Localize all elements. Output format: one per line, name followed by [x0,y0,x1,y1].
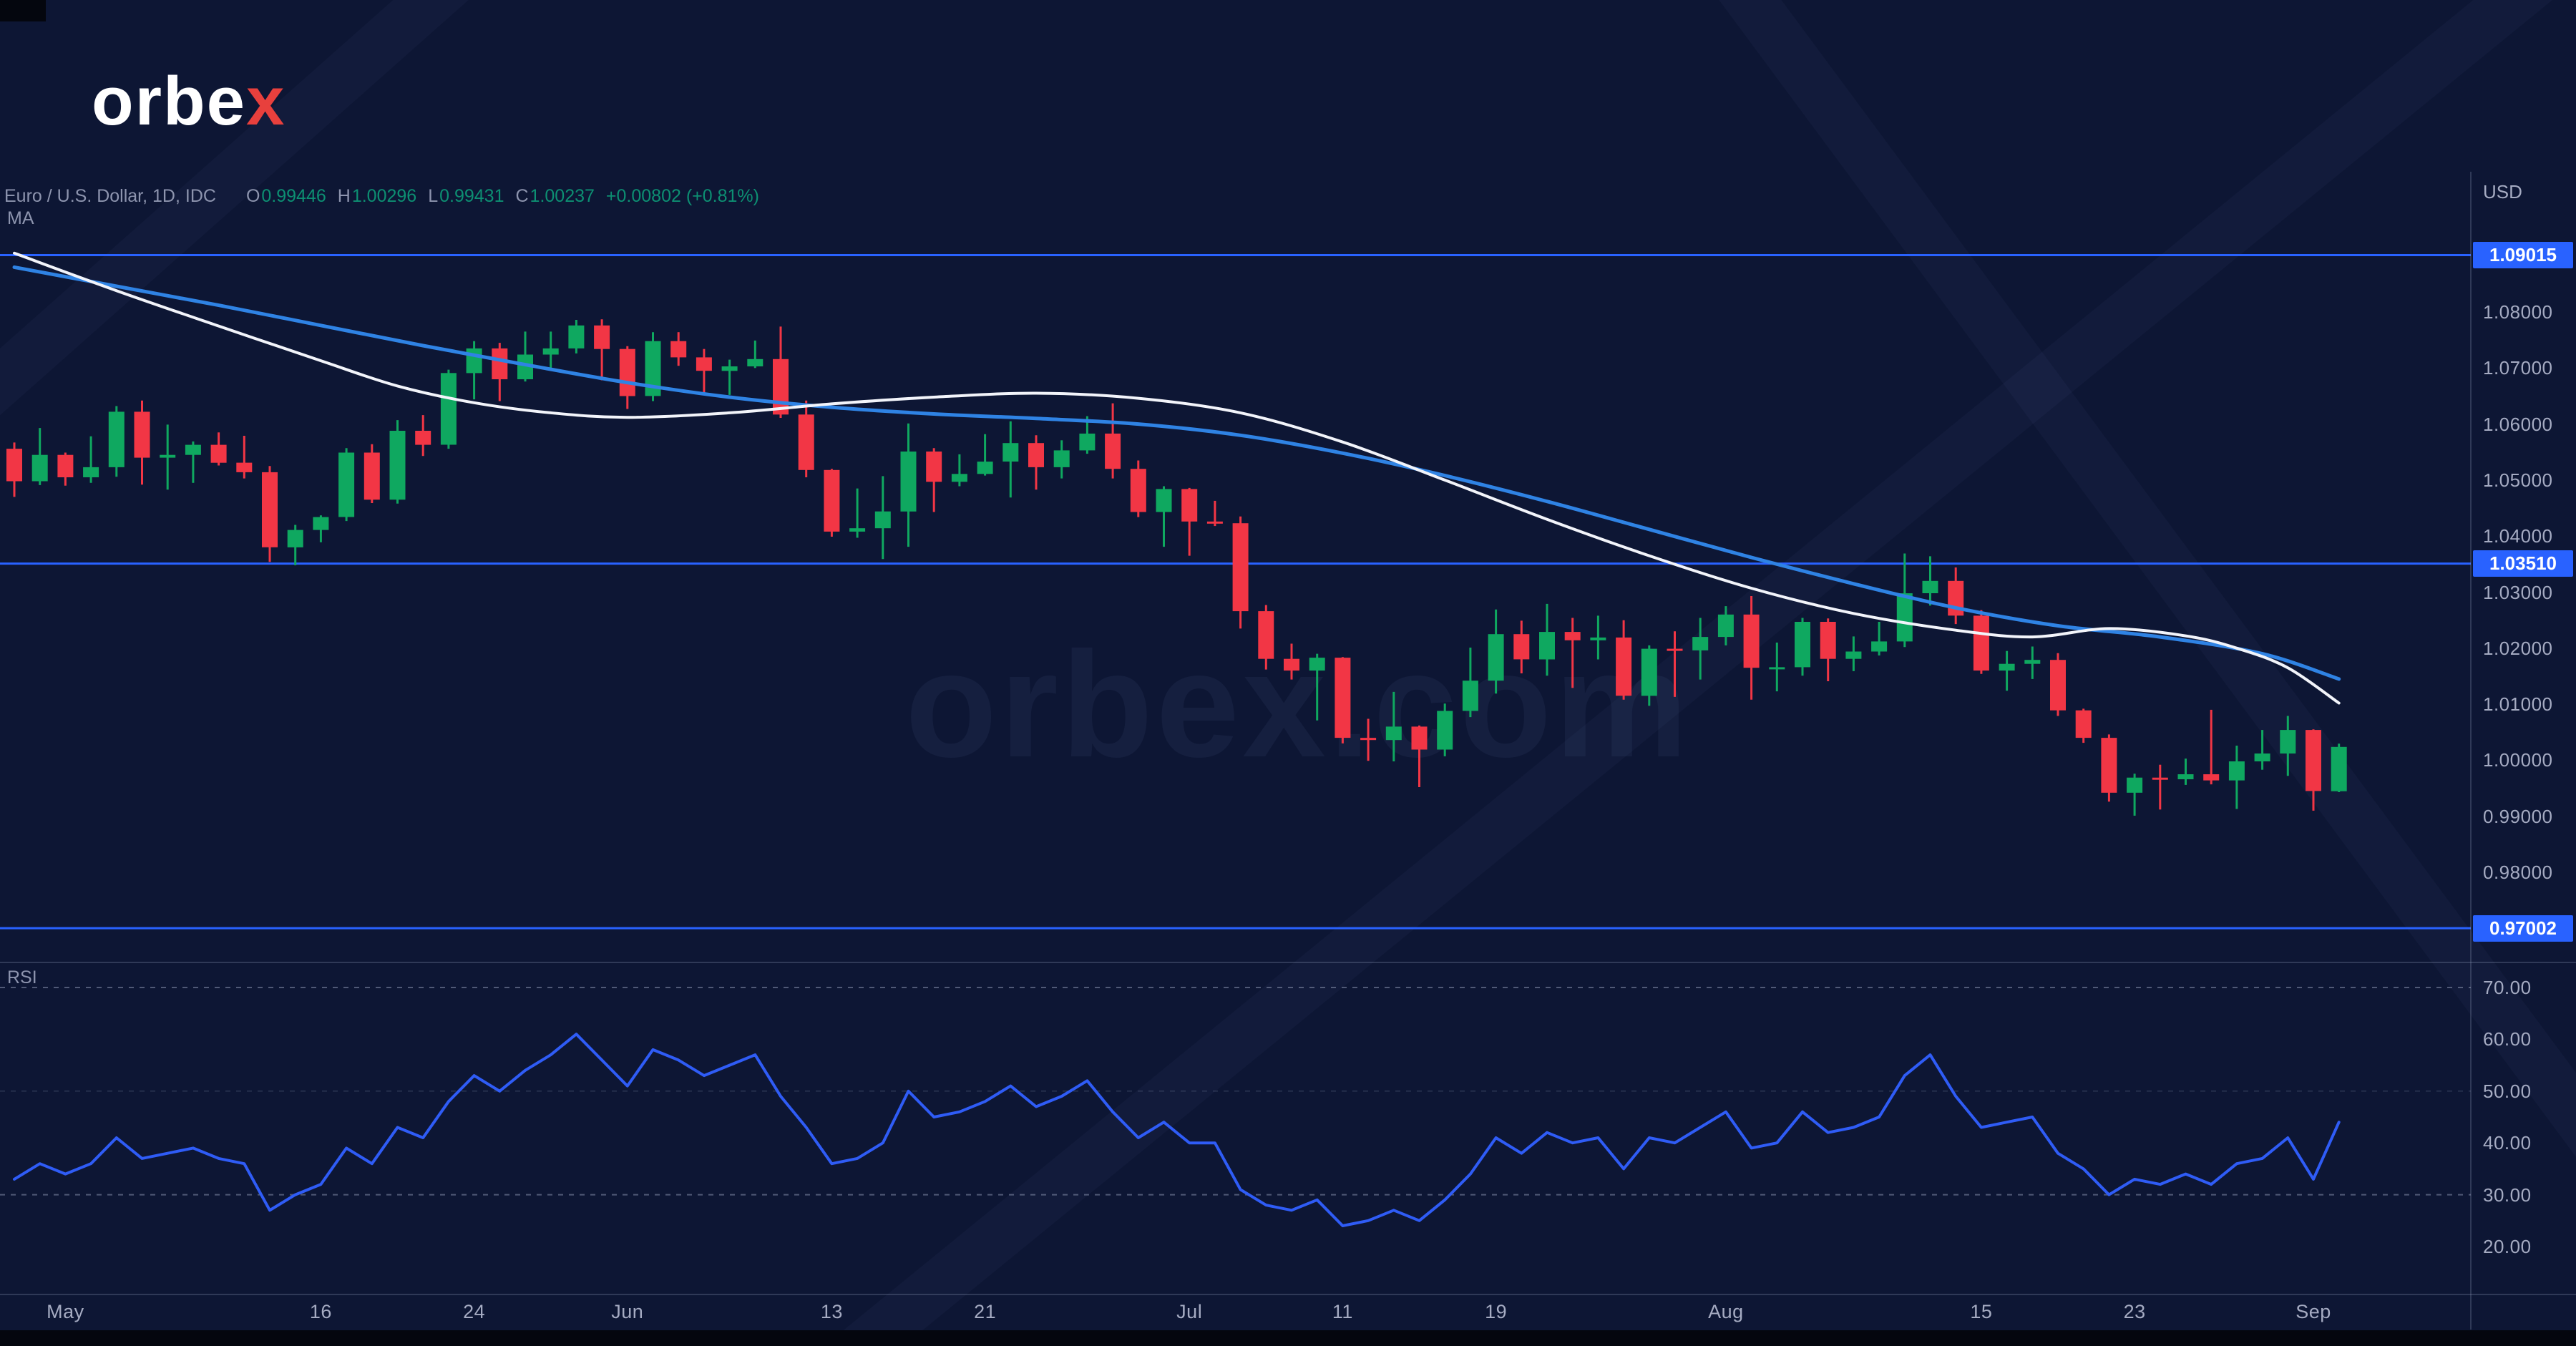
price-axis-currency: USD [2483,181,2522,203]
topleft-artifact [0,0,46,21]
level-price-label: 0.97002 [2473,915,2573,942]
orbex-logo: orbex [92,66,286,137]
time-axis-tick: 21 [974,1301,997,1322]
ohlc-label: O [245,186,260,206]
rsi-axis-tick: 50.00 [2483,1080,2532,1102]
time-axis-tick: 24 [463,1301,486,1322]
rsi-axis-tick: 70.00 [2483,977,2532,998]
time-axis-tick: 11 [1332,1301,1353,1322]
rsi-axis-tick: 20.00 [2483,1236,2532,1257]
time-axis-tick: Sep [2296,1301,2331,1322]
pane-separators [0,172,2576,1330]
logo-text-white: orbe [92,63,247,140]
time-axis-tick: Jul [1176,1301,1203,1322]
price-axis-tick: 1.03000 [2483,581,2553,603]
logo-text-x: x [246,63,286,140]
price-axis-tick: 0.99000 [2483,805,2553,827]
time-axis-tick: 19 [1485,1301,1508,1322]
time-axis-tick: Aug [1708,1301,1744,1322]
time-axis-tick: May [47,1301,84,1322]
price-axis-tick: 1.08000 [2483,301,2553,323]
bottom-bar [0,1330,2576,1346]
ohlc-value: 0.99431 [439,186,504,206]
change-value: +0.00802 (+0.81%) [605,186,759,206]
ohlc-label: C [515,186,529,206]
watermark: orbex.com [905,620,1691,789]
ma-blue-line [12,265,2341,681]
price-axis-tick: 1.07000 [2483,357,2553,379]
time-axis-tick: 13 [820,1301,843,1322]
price-axis-tick: 1.02000 [2483,637,2553,659]
symbol-header: Euro / U.S. Dollar, 1D, IDC O0.99446 H1.00… [4,185,759,207]
price-axis-tick: 1.01000 [2483,693,2553,716]
ohlc-value: 1.00237 [530,186,595,206]
rsi-axis-tick: 40.00 [2483,1132,2532,1154]
rsi-axis-tick: 60.00 [2483,1028,2532,1050]
rsi-indicator-label[interactable]: RSI [7,967,37,987]
symbol-title[interactable]: Euro / U.S. Dollar, 1D, IDC [4,186,216,206]
time-axis-tick: 15 [1970,1301,1993,1322]
ohlc-values: O0.99446 H1.00296 L0.99431 C1.00237 [235,186,595,206]
time-axis-tick: Jun [611,1301,644,1322]
price-axis-tick: 0.98000 [2483,862,2553,883]
rsi-band-lines [0,987,2471,1196]
time-axis-tick: 16 [309,1301,332,1322]
price-axis-tick: 1.06000 [2483,413,2553,435]
level-price-label: 1.03510 [2473,550,2573,577]
price-axis-tick: 1.00000 [2483,749,2553,771]
price-axis-tick: 1.05000 [2483,469,2553,491]
rsi-line [13,1033,2341,1227]
price-axis-tick: 1.04000 [2483,525,2553,547]
rsi-axis-tick: 30.00 [2483,1184,2532,1206]
ma-indicator-label[interactable]: MA [7,208,34,228]
ma-white-line [13,251,2341,705]
level-price-label: 1.09015 [2473,242,2573,269]
ohlc-value: 1.00296 [351,186,417,206]
ohlc-value: 0.99446 [261,186,326,206]
ohlc-label: L [428,186,439,206]
ohlc-label: H [337,186,351,206]
time-axis-tick: 23 [2123,1301,2146,1322]
candlestick-series [6,319,2347,816]
